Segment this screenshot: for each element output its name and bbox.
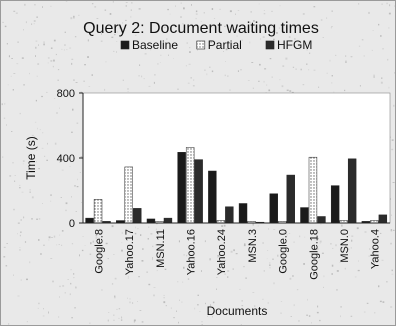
legend-swatch-hfgm <box>265 40 275 50</box>
bar-baseline-google-0 <box>269 193 278 224</box>
y-tick-label-0: 0 <box>69 218 75 230</box>
bar-partial-google-18 <box>308 156 318 224</box>
bar-baseline-yahoo-16 <box>177 152 186 224</box>
x-tick-label-msn-3: MSN.3 <box>247 229 259 263</box>
x-tick-label-yahoo-17: Yahoo.17 <box>124 229 136 275</box>
x-tick-label-yahoo-24: Yahoo.24 <box>216 229 228 275</box>
bar-hfgm-google-18 <box>317 216 326 224</box>
legend-swatch-partial <box>196 40 206 50</box>
bar-baseline-msn-0 <box>330 185 340 224</box>
y-ticks: 0 400 800 <box>57 88 83 230</box>
bar-hfgm-yahoo-4 <box>378 214 388 224</box>
x-tick-label-yahoo-16: Yahoo.16 <box>185 229 197 275</box>
bar-partial-yahoo-16 <box>185 147 195 224</box>
bar-hfgm-yahoo-17 <box>133 208 142 224</box>
x-ticks: Google.8 Yahoo.17 MSN.11 Yahoo.16 Yahoo.24 MS… <box>93 229 381 280</box>
x-tick-label-google-0: Google.0 <box>278 229 290 274</box>
legend-label-hfgm: HFGM <box>277 38 312 52</box>
bars-group <box>85 147 388 224</box>
bar-hfgm-msn-0 <box>347 158 357 224</box>
x-axis-label: Documents <box>207 304 268 318</box>
legend-label-partial: Partial <box>208 38 242 52</box>
x-tick-label-google-18: Google.18 <box>308 229 320 280</box>
chart-title: Query 2: Document waiting times <box>83 20 319 37</box>
y-tick-label-800: 800 <box>57 88 75 100</box>
bar-hfgm-msn-11 <box>163 217 173 224</box>
legend-label-baseline: Baseline <box>132 38 178 52</box>
bar-baseline-msn-3 <box>238 203 248 224</box>
bar-baseline-google-8 <box>85 217 94 224</box>
x-tick-label-google-8: Google.8 <box>93 229 105 274</box>
bar-partial-google-8 <box>93 199 103 224</box>
x-tick-label-yahoo-4: Yahoo.4 <box>370 229 382 269</box>
bar-baseline-msn-11 <box>146 218 156 224</box>
x-tick-label-msn-11: MSN.11 <box>155 229 167 268</box>
y-axis-label: Time (s) <box>24 136 38 180</box>
legend: Baseline Partial HFGM <box>120 38 312 52</box>
legend-swatch-baseline <box>120 40 130 50</box>
bar-baseline-yahoo-24 <box>208 170 217 224</box>
bar-partial-yahoo-17 <box>124 166 133 224</box>
y-tick-label-400: 400 <box>57 153 75 165</box>
bar-hfgm-google-0 <box>286 174 295 224</box>
bar-hfgm-yahoo-24 <box>225 206 234 224</box>
x-tick-label-msn-0: MSN.0 <box>339 229 351 263</box>
bar-hfgm-yahoo-16 <box>194 159 203 224</box>
bar-baseline-google-18 <box>300 207 309 224</box>
